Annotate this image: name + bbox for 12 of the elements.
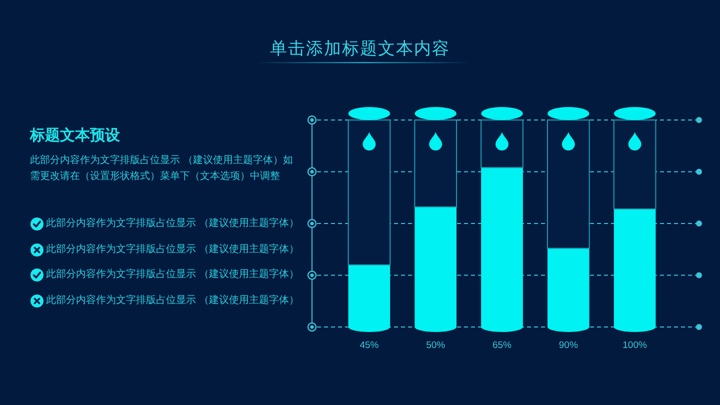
- text: 此部分内容作为文字排版占位显示 （建议使用主题字体）: [46, 218, 299, 230]
- chart-title: 单击添加标题文本内容: [270, 39, 450, 58]
- text: 此部分内容作为文字排版占位显示 （建议使用主题字体）: [46, 244, 299, 256]
- x-tick-label: 90%: [558, 340, 578, 351]
- text: 此部分内容作为文字排版占位显示 （建议使用主题字体）: [46, 269, 299, 281]
- x-tick-label: 65%: [492, 340, 512, 351]
- text: 标题文本预设: [30, 126, 120, 145]
- text: 此部分内容作为文字排版占位显示 （建议使用主题字体）如需更改请在（设置形状格式）菜单下（文本选项）中调整: [30, 154, 294, 184]
- x-tick-label: 100%: [622, 340, 648, 351]
- x-tick-label: 45%: [360, 340, 380, 351]
- x-tick-label: 50%: [426, 340, 446, 351]
- text: 此部分内容作为文字排版占位显示 （建议使用主题字体）: [46, 294, 299, 306]
